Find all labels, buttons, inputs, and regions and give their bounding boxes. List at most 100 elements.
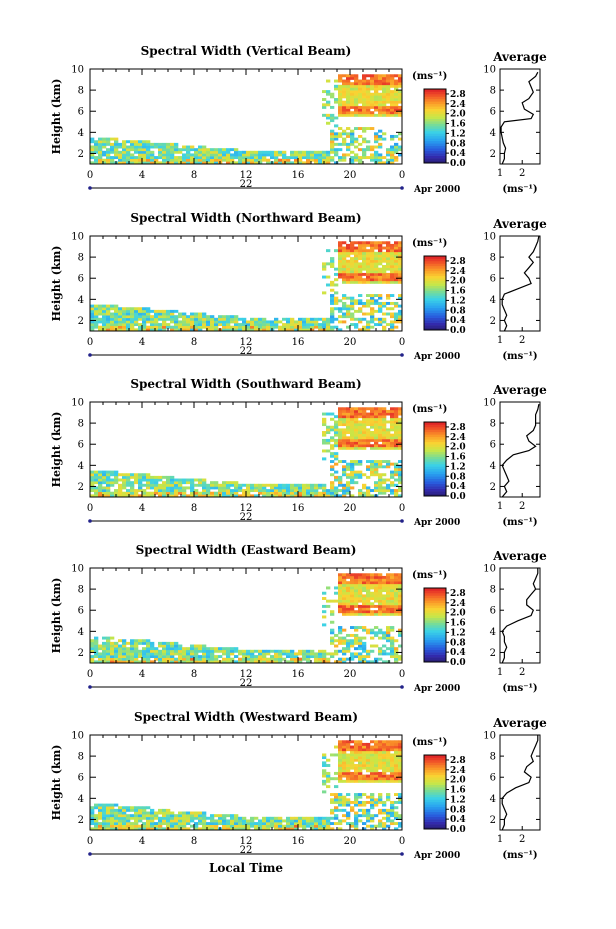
- heatmap-cell: [362, 586, 367, 590]
- heatmap-cell: [362, 423, 367, 427]
- heatmap-cell: [358, 575, 363, 579]
- heatmap-cell: [358, 438, 363, 442]
- heatmap-cell: [202, 486, 207, 490]
- heatmap-cell: [130, 320, 135, 324]
- heatmap-cell: [250, 325, 255, 329]
- heatmap-cell: [206, 483, 211, 487]
- heatmap-cell: [370, 148, 375, 152]
- heatmap-cell: [334, 795, 339, 799]
- colorbar-segment: [424, 121, 446, 124]
- heatmap-cell: [374, 153, 379, 157]
- heatmap-cell: [94, 470, 99, 474]
- colorbar-segment: [424, 466, 446, 470]
- heatmap-cell: [382, 599, 387, 603]
- colorbar-tick-label: 0.4: [450, 149, 466, 159]
- heatmap-cell: [326, 283, 331, 287]
- heatmap-cell: [206, 655, 211, 659]
- heatmap-cell: [102, 657, 107, 661]
- heatmap-cell: [366, 586, 371, 590]
- heatmap-cell: [98, 328, 103, 332]
- heatmap-cell: [190, 649, 195, 653]
- heatmap-cell: [210, 150, 215, 154]
- heatmap-cell: [214, 150, 219, 154]
- colorbar-segment: [424, 160, 446, 164]
- heatmap-cell: [362, 612, 367, 616]
- heatmap-cell: [382, 779, 387, 783]
- heatmap-cell: [238, 657, 243, 661]
- heatmap-cell: [354, 470, 359, 474]
- heatmap-cell: [186, 148, 191, 152]
- heatmap-cell: [350, 103, 355, 107]
- heatmap-cell: [370, 95, 375, 99]
- heatmap-cell: [370, 275, 375, 279]
- heatmap-cell: [374, 415, 379, 419]
- heatmap-cell: [294, 483, 299, 487]
- heatmap-cell: [254, 150, 259, 154]
- heatmap-cell: [90, 150, 95, 154]
- colorbar-segment: [424, 605, 446, 609]
- heatmap-cell: [338, 111, 343, 115]
- heatmap-cell: [394, 304, 399, 308]
- heatmap-cell: [346, 481, 351, 485]
- heatmap-cell: [374, 243, 379, 247]
- heatmap-cell: [390, 591, 395, 595]
- heatmap-cell: [354, 764, 359, 767]
- heatmap-cell: [134, 657, 139, 661]
- heatmap-cell: [182, 325, 187, 329]
- x-tick-label: 20: [344, 669, 357, 680]
- heatmap-cell: [334, 291, 339, 295]
- heatmap-cell: [354, 769, 359, 773]
- heatmap-cell: [398, 822, 403, 826]
- heatmap-cell: [322, 761, 327, 765]
- month-label: Apr 2000: [413, 185, 460, 195]
- heatmap-cell: [262, 657, 267, 661]
- heatmap-cell: [338, 494, 343, 498]
- heatmap-cell: [146, 819, 151, 823]
- heatmap-cell: [110, 655, 115, 659]
- heatmap-cell: [394, 317, 399, 321]
- heatmap-cell: [330, 465, 335, 469]
- colorbar-segment: [424, 310, 446, 314]
- heatmap-cell: [338, 639, 343, 643]
- heatmap-cell: [370, 113, 375, 117]
- heatmap-cell: [398, 745, 403, 749]
- colorbar-segment: [424, 824, 446, 827]
- heatmap-cell: [102, 660, 107, 664]
- heatmap-cell: [330, 460, 335, 463]
- heatmap-cell: [98, 827, 103, 831]
- heatmap-cell: [394, 254, 399, 258]
- heatmap-cell: [330, 145, 335, 149]
- heatmap-cell: [382, 816, 387, 820]
- heatmap-cell: [134, 312, 139, 316]
- heatmap-cell: [338, 800, 343, 804]
- heatmap-cell: [346, 428, 351, 432]
- heatmap-cell: [150, 647, 155, 651]
- heatmap-cell: [362, 473, 367, 477]
- heatmap-cell: [130, 148, 135, 152]
- heatmap-cell: [366, 304, 371, 308]
- heatmap-cell: [358, 444, 363, 448]
- heatmap-cell: [362, 756, 367, 760]
- heatmap-cell: [114, 652, 119, 656]
- heatmap-cell: [202, 315, 207, 319]
- heatmap-cell: [318, 649, 323, 653]
- heatmap-cell: [398, 478, 403, 482]
- colorbar-tick-label: 1.2: [450, 795, 466, 805]
- heatmap-cell: [298, 153, 303, 157]
- heatmap-cell: [390, 153, 395, 157]
- heatmap-cell: [358, 652, 363, 656]
- heatmap-cell: [358, 317, 363, 321]
- heatmap-cell: [390, 444, 395, 448]
- heatmap-cell: [386, 798, 391, 802]
- heatmap-cell: [338, 98, 343, 101]
- heatmap-cell: [342, 280, 347, 284]
- colorbar-segment: [424, 108, 446, 112]
- heatmap-cell: [354, 272, 359, 276]
- heatmap-cell: [318, 652, 323, 656]
- heatmap-cell: [382, 581, 387, 585]
- heatmap-cell: [334, 267, 339, 271]
- heatmap-cell: [358, 108, 363, 112]
- heatmap-cell: [250, 150, 255, 154]
- heatmap-cell: [90, 819, 95, 823]
